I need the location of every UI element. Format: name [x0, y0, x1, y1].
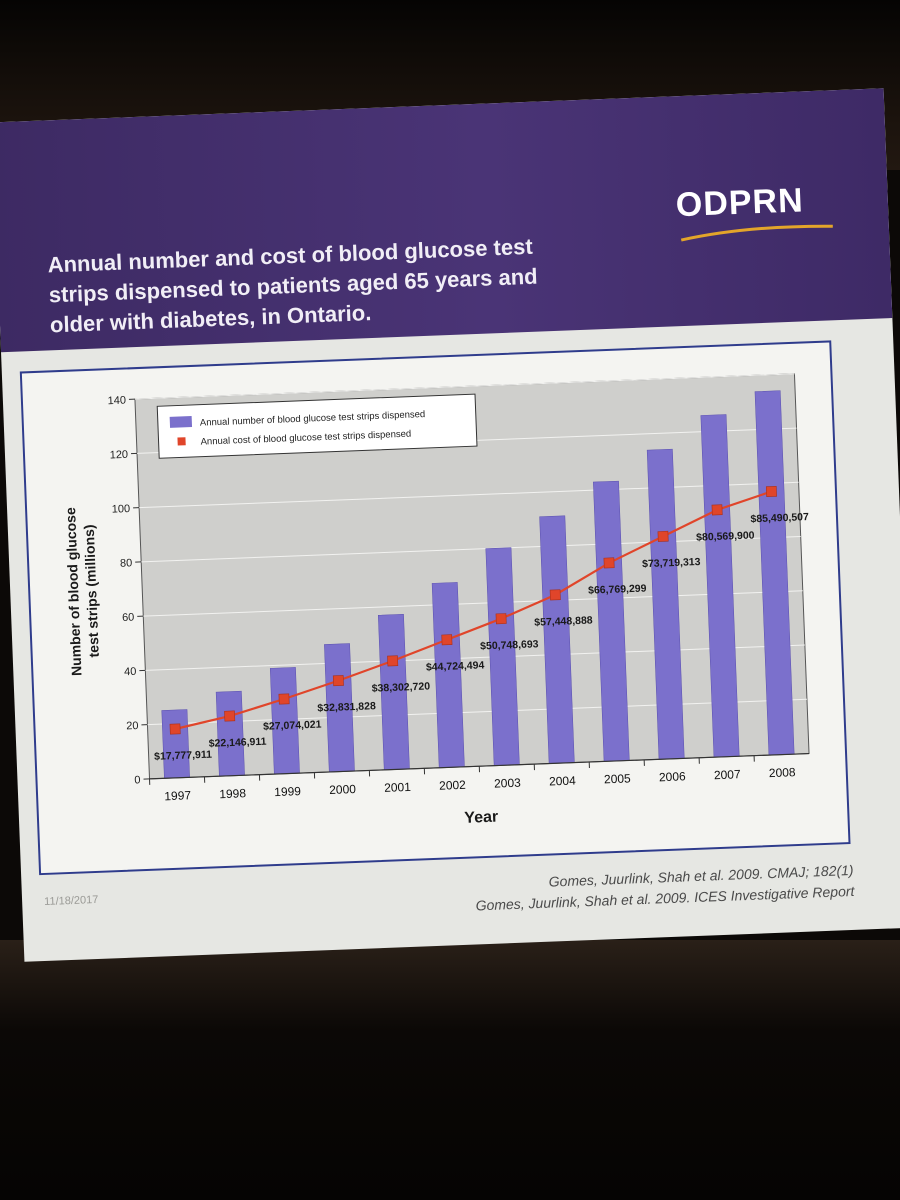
gridline — [147, 698, 807, 726]
y-tick-label: 140 — [107, 395, 126, 408]
gridline — [139, 481, 799, 509]
cost-label-2004: $57,448,888 — [534, 614, 593, 628]
cost-point-2001 — [387, 655, 399, 667]
gridline — [143, 590, 803, 617]
x-tick-label-2005: 2005 — [604, 771, 632, 786]
x-tick-label-2004: 2004 — [549, 774, 577, 789]
chart: 0 20 40 60 80 100 120 140 Number of blood glucos… — [62, 373, 810, 827]
y-tick-label: 20 — [126, 720, 139, 732]
cost-label-2006: $73,719,313 — [642, 556, 701, 570]
presentation-slide: Annual number and cost of blood glucose … — [0, 88, 900, 962]
x-tick-label-1997: 1997 — [164, 788, 192, 803]
x-tick-label-2007: 2007 — [714, 767, 742, 782]
cost-line — [174, 490, 772, 731]
cost-label-1998: $22,146,911 — [208, 736, 266, 750]
legend-swatch-bars — [169, 415, 193, 428]
y-tick-label: 80 — [120, 557, 133, 569]
y-axis-title: Number of blood glucosetest strips (mill… — [62, 506, 102, 676]
bar-1997 — [161, 709, 190, 779]
y-axis-title-line-1: Number of blood glucose — [62, 507, 84, 676]
cost-label-1999: $27,074,021 — [263, 719, 322, 733]
y-axis-title-line-2: test strips (millions) — [81, 524, 102, 658]
cost-point-2008 — [765, 486, 777, 498]
cost-label-2005: $66,769,299 — [588, 583, 647, 597]
cost-point-2006 — [657, 530, 669, 542]
cost-label-2002: $44,724,494 — [426, 659, 485, 673]
cost-label-2003: $50,748,693 — [480, 638, 539, 652]
x-tick-label-2000: 2000 — [329, 782, 357, 797]
cost-point-2000 — [332, 675, 344, 687]
source-citation: Gomes, Juurlink, Shah et al. 2009. CMAJ;… — [474, 860, 854, 917]
chart-frame: 0 20 40 60 80 100 120 140 Number of blood glucos… — [19, 340, 851, 876]
y-tick-label: 0 — [134, 774, 141, 786]
cost-label-1997: $17,777,911 — [154, 749, 212, 763]
gridline — [134, 373, 795, 400]
logo-swoosh-icon — [680, 224, 833, 242]
cost-label-2001: $38,302,720 — [371, 680, 430, 694]
x-tick-label-1998: 1998 — [219, 786, 247, 801]
y-tick-label: 60 — [122, 611, 135, 623]
x-tick-label-2002: 2002 — [439, 778, 467, 793]
cost-label-2008: $85,490,507 — [750, 511, 809, 525]
cost-point-2002 — [441, 634, 453, 646]
bar-1998 — [215, 690, 245, 777]
gridline — [141, 536, 801, 563]
x-tick-label-2008: 2008 — [769, 765, 797, 780]
logo-text: ODPRN — [675, 181, 805, 225]
cost-label-2007: $80,569,900 — [696, 529, 755, 543]
y-tick-label: 40 — [124, 666, 137, 678]
x-tick-label-2001: 2001 — [384, 780, 412, 795]
cost-point-2007 — [711, 504, 723, 516]
slide-date: 11/18/2017 — [43, 893, 99, 909]
cost-point-1999 — [278, 693, 290, 705]
cost-point-2003 — [495, 613, 507, 625]
cost-point-2005 — [603, 557, 615, 569]
cost-label-2000: $32,831,828 — [317, 700, 376, 714]
odprn-logo: ODPRN — [675, 179, 867, 246]
x-axis-title: Year — [464, 809, 498, 827]
legend-swatch-line — [177, 437, 186, 446]
cost-point-1997 — [169, 723, 181, 735]
x-tick-label-1999: 1999 — [274, 784, 302, 799]
cost-point-2004 — [549, 589, 561, 601]
y-tick-label: 120 — [109, 449, 128, 462]
room-background-bottom — [0, 940, 900, 1200]
x-tick-label-2003: 2003 — [494, 776, 522, 791]
x-tick-label-2006: 2006 — [659, 769, 687, 784]
cost-point-1998 — [224, 710, 236, 722]
legend-box — [156, 393, 478, 459]
y-tick-label: 100 — [112, 503, 131, 516]
gridline — [145, 644, 805, 671]
